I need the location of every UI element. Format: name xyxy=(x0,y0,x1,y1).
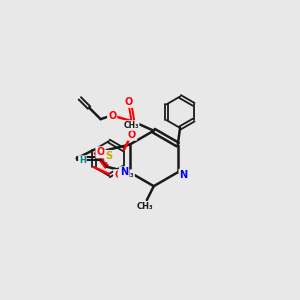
Text: CH₃: CH₃ xyxy=(118,170,134,179)
Text: O: O xyxy=(108,111,116,121)
Text: O: O xyxy=(128,130,136,140)
Text: S: S xyxy=(105,151,112,161)
Text: N: N xyxy=(179,169,188,180)
Text: H: H xyxy=(79,156,86,165)
Text: O: O xyxy=(96,147,105,157)
Text: O: O xyxy=(114,170,122,180)
Text: CH₃: CH₃ xyxy=(136,202,153,211)
Text: O: O xyxy=(124,97,133,107)
Text: CH₃: CH₃ xyxy=(123,121,139,130)
Text: N: N xyxy=(120,167,128,177)
